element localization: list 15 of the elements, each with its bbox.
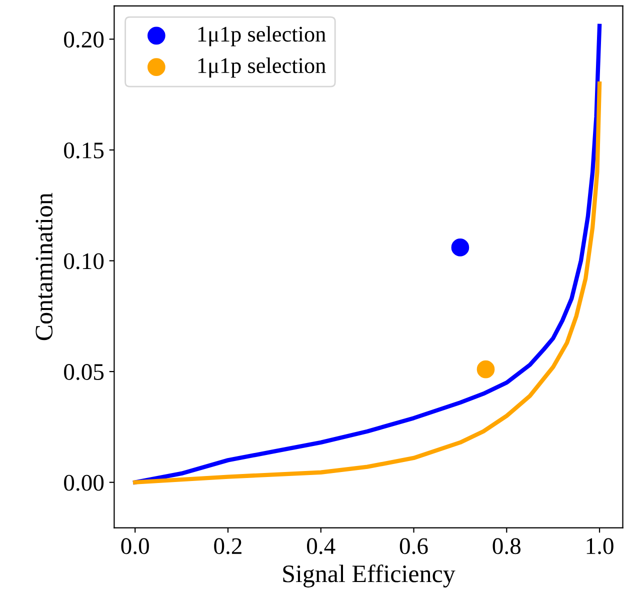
x-axis-title: Signal Efficiency	[283, 564, 456, 588]
x-tick-label: 0.2	[214, 538, 242, 554]
x-tick-label: 0.6	[400, 538, 428, 554]
legend-label: 1μ1p selection	[198, 57, 326, 78]
y-tick-label: 0.20	[64, 32, 104, 48]
x-tick-label: 0.8	[492, 538, 520, 554]
x-tick-label: 0.0	[121, 538, 149, 554]
y-tick-label: 0.05	[64, 364, 104, 380]
y-tick-label: 0.00	[64, 474, 104, 491]
x-tick-label: 1.0	[586, 538, 614, 554]
legend-label: 1μ1p selection	[198, 26, 326, 46]
y-axis-title: Contamination	[36, 192, 53, 340]
y-tick-label: 0.15	[64, 142, 104, 158]
x-tick-label: 0.4	[307, 538, 336, 554]
y-tick-label: 0.10	[64, 253, 104, 270]
